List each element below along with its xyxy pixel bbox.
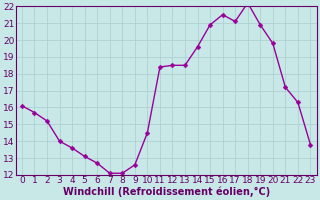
X-axis label: Windchill (Refroidissement éolien,°C): Windchill (Refroidissement éolien,°C): [62, 187, 270, 197]
